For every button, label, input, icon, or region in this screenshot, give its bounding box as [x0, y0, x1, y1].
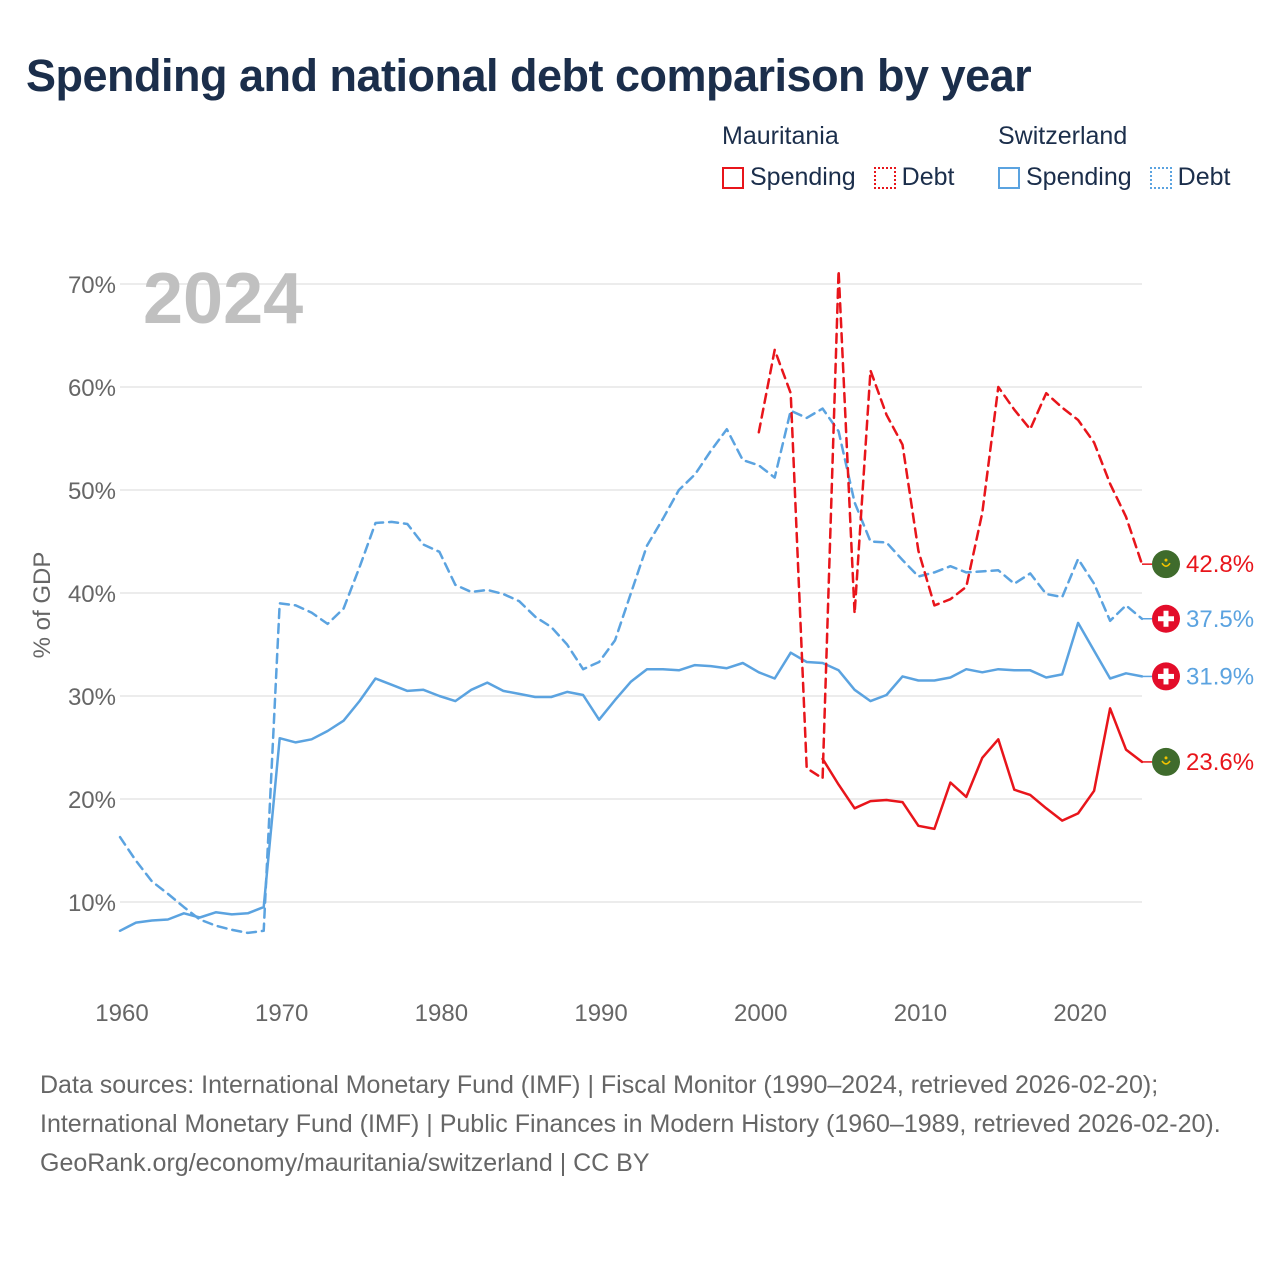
switzerland-flag-icon [1152, 604, 1180, 633]
y-tick-label: 40% [68, 581, 116, 608]
y-tick-label: 20% [68, 787, 116, 814]
legend-item-mauritania-debt[interactable]: Debt [873, 163, 955, 192]
x-tick-label: 2000 [734, 1000, 787, 1027]
series-line-mauritania-spending[interactable] [821, 707, 1144, 831]
line-chart: 2024 % of GDP 10% 20% 30% 40% 50% 60% 70% 1960… [29, 259, 1254, 1027]
legend-swatch-solid-icon [722, 166, 744, 189]
end-labels: 42.8% 37.5% 31.9% 23.6% [1142, 550, 1254, 776]
end-value-label: 37.5% [1186, 606, 1254, 633]
chart-title: Spending and national debt comparison by… [26, 50, 1032, 101]
source-link[interactable]: GeoRank.org/economy/mauritania/switzerla… [40, 1149, 650, 1177]
mauritania-flag-icon [1152, 550, 1180, 579]
series-line-switzerland-debt[interactable] [118, 407, 1144, 935]
x-tick-label: 1960 [95, 1000, 148, 1027]
switzerland-flag-icon [1152, 662, 1180, 691]
legend-swatch-dotted-icon [873, 166, 896, 189]
x-tick-label: 1990 [574, 1000, 627, 1027]
y-tick-label: 10% [68, 890, 116, 917]
end-value-label: 31.9% [1186, 663, 1254, 690]
legend-item-switzerland-debt[interactable]: Debt [1149, 163, 1231, 192]
legend-label: Debt [901, 163, 955, 191]
y-axis-title: % of GDP [29, 552, 56, 659]
x-axis-ticks: 1960 1970 1980 1990 2000 2010 2020 [95, 1000, 1107, 1027]
legend-swatch-solid-icon [998, 166, 1020, 189]
y-tick-label: 70% [68, 272, 116, 299]
y-axis-ticks: 10% 20% 30% 40% 50% 60% 70% [68, 272, 116, 917]
y-tick-label: 30% [68, 684, 116, 711]
x-tick-label: 2010 [894, 1000, 947, 1027]
series-line-switzerland-spending[interactable] [118, 621, 1144, 933]
mauritania-flag-icon [1152, 747, 1180, 776]
x-tick-label: 1970 [255, 1000, 308, 1027]
end-value-label: 23.6% [1186, 749, 1254, 776]
y-tick-label: 60% [68, 375, 116, 402]
legend-item-mauritania-spending[interactable]: Spending [722, 163, 856, 192]
legend-swatch-dotted-icon [1149, 166, 1172, 189]
series [118, 269, 1144, 935]
x-tick-label: 2020 [1053, 1000, 1106, 1027]
legend-switzerland: Switzerland Spending Debt [998, 122, 1230, 192]
legend-label: Spending [1026, 163, 1132, 191]
legend-label: Debt [1177, 163, 1231, 191]
legend-mauritania: Mauritania Spending Debt [722, 122, 972, 192]
legend-item-switzerland-spending[interactable]: Spending [998, 163, 1132, 192]
grid [120, 283, 1142, 903]
series-line-mauritania-debt[interactable] [757, 269, 1144, 780]
source-note: Data sources: International Monetary Fun… [40, 1066, 1240, 1183]
legend-group-mauritania: Mauritania [722, 122, 839, 150]
legend-label: Spending [750, 163, 856, 191]
year-watermark: 2024 [143, 259, 303, 339]
legend-group-switzerland: Switzerland [998, 122, 1128, 150]
end-value-label: 42.8% [1186, 551, 1254, 578]
x-tick-label: 1980 [415, 1000, 468, 1027]
source-citation: Data sources: International Monetary Fun… [40, 1071, 1221, 1138]
y-tick-label: 50% [68, 478, 116, 505]
